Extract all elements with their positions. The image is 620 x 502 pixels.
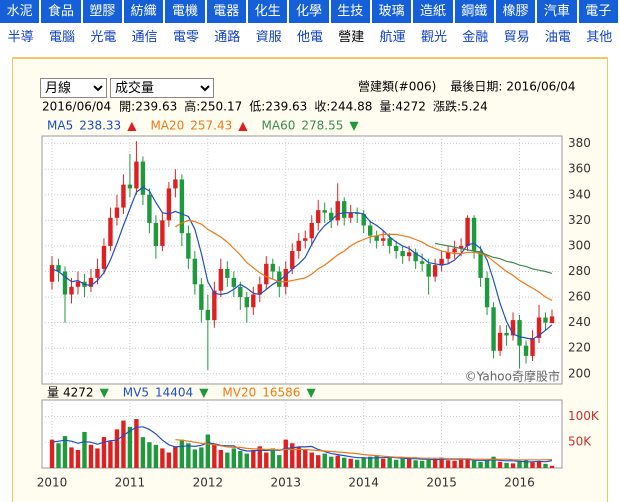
industry-nav: 水泥 食品 塑膠 紡織 電機 電器 化生 化學 生技 玻璃 造紙 鋼鐵 橡膠 汽車 電子 — [0, 0, 620, 23]
nav-item[interactable]: 資服 — [255, 30, 282, 45]
nav-item[interactable]: 通路 — [214, 30, 241, 45]
nav-item[interactable]: 造紙 — [413, 0, 453, 23]
nav-item[interactable]: 金融 — [462, 30, 489, 45]
nav-item[interactable]: 他電 — [296, 30, 323, 45]
nav-item[interactable]: 汽車 — [537, 0, 577, 23]
nav-item[interactable]: 油電 — [544, 30, 571, 45]
nav-item[interactable]: 生技 — [330, 0, 370, 23]
nav-item[interactable]: 水泥 — [0, 0, 40, 23]
nav-item[interactable]: 電腦 — [48, 30, 75, 45]
nav-item[interactable]: 食品 — [41, 0, 81, 23]
nav-item[interactable]: 電機 — [165, 0, 205, 23]
nav-item[interactable]: 貿易 — [503, 30, 530, 45]
indicator-select[interactable]: 成交量 — [110, 78, 214, 98]
nav-item[interactable]: 紡織 — [123, 0, 164, 23]
nav-item[interactable]: 電子 — [578, 0, 618, 23]
nav-item[interactable]: 橡膠 — [495, 0, 536, 23]
nav-item[interactable]: 航運 — [379, 30, 406, 45]
nav-item[interactable]: 化生 — [247, 0, 288, 23]
nav-item[interactable]: 營建 — [338, 30, 365, 45]
nav-item[interactable]: 電零 — [172, 30, 199, 45]
industry-nav: 半導 電腦 光電 通信 電零 通路 資服 他電 營建 航運 觀光 金融 貿易 油電 其他 — [0, 26, 620, 49]
nav-item[interactable]: 塑膠 — [82, 0, 122, 23]
nav-item[interactable]: 鋼鐵 — [454, 0, 494, 23]
nav-item[interactable]: 觀光 — [420, 30, 447, 45]
nav-item[interactable]: 半導 — [7, 30, 34, 45]
nav-item[interactable]: 電器 — [206, 0, 246, 23]
nav-item[interactable]: 化學 — [289, 0, 329, 23]
nav-item[interactable]: 通信 — [131, 30, 158, 45]
nav-item[interactable]: 其他 — [586, 30, 613, 45]
nav-item[interactable]: 玻璃 — [371, 0, 412, 23]
nav-item[interactable]: 光電 — [90, 30, 117, 45]
chart-panel — [12, 57, 608, 502]
period-select[interactable]: 月線 — [40, 78, 107, 98]
